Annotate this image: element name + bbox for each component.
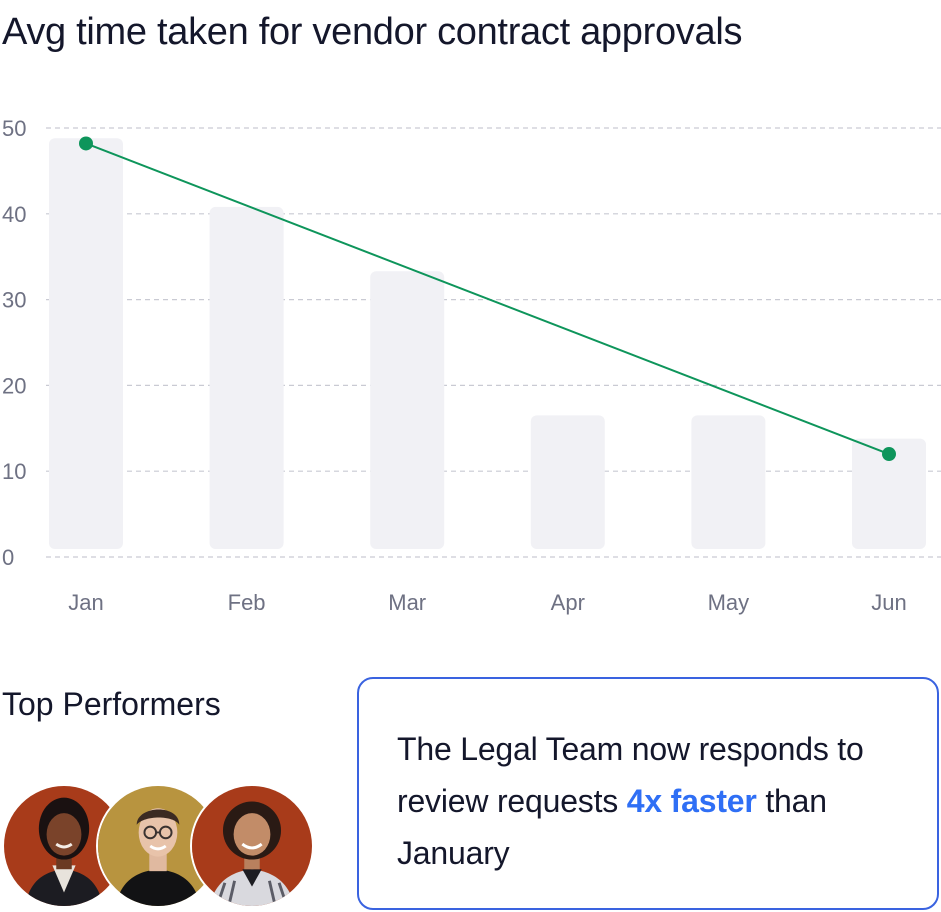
y-tick-label: 20 <box>2 373 26 398</box>
bar-may <box>691 415 766 549</box>
bar-jun <box>852 438 926 549</box>
callout-text: The Legal Team now responds to review re… <box>397 723 907 879</box>
callout-text-after: than January <box>397 783 827 871</box>
y-tick-label: 40 <box>2 202 26 227</box>
x-tick-label: Jan <box>68 590 103 615</box>
callout-highlight: 4x faster <box>626 783 757 819</box>
trend-line <box>85 142 890 455</box>
y-tick-label: 50 <box>2 116 26 141</box>
trend-point-start <box>79 136 93 151</box>
person-photo-icon <box>98 786 218 906</box>
grid-lines <box>46 127 941 558</box>
y-tick-label: 0 <box>2 545 14 570</box>
bars <box>49 138 926 549</box>
x-axis-ticks: Jan Feb Mar Apr May Jun <box>68 590 906 615</box>
performer-avatars <box>2 784 322 910</box>
avatar-3[interactable] <box>190 784 314 908</box>
bar-mar <box>370 271 445 549</box>
x-tick-label: Mar <box>388 590 426 615</box>
top-performers-title: Top Performers <box>2 686 221 722</box>
y-tick-label: 10 <box>2 459 26 484</box>
bar-apr <box>530 415 605 549</box>
x-tick-label: Jun <box>871 590 906 615</box>
x-tick-label: Apr <box>551 590 585 615</box>
callout-text-before: The Legal Team now responds to review re… <box>397 731 864 819</box>
bar-jan <box>49 138 123 549</box>
x-tick-label: May <box>708 590 750 615</box>
y-tick-label: 30 <box>2 288 26 313</box>
trend-point-end <box>882 447 896 462</box>
insight-callout: The Legal Team now responds to review re… <box>357 677 939 910</box>
person-photo-icon <box>192 786 312 906</box>
y-axis-ticks: 0 10 20 30 40 50 <box>2 116 26 570</box>
trend-line-group <box>79 136 896 462</box>
x-tick-label: Feb <box>228 590 266 615</box>
chart: 0 10 20 30 40 50 Jan Feb Mar Apr May Jun <box>2 116 941 615</box>
chart-title: Avg time taken for vendor contract appro… <box>2 11 743 53</box>
avatar-2[interactable] <box>96 784 220 908</box>
bar-feb <box>209 206 284 549</box>
